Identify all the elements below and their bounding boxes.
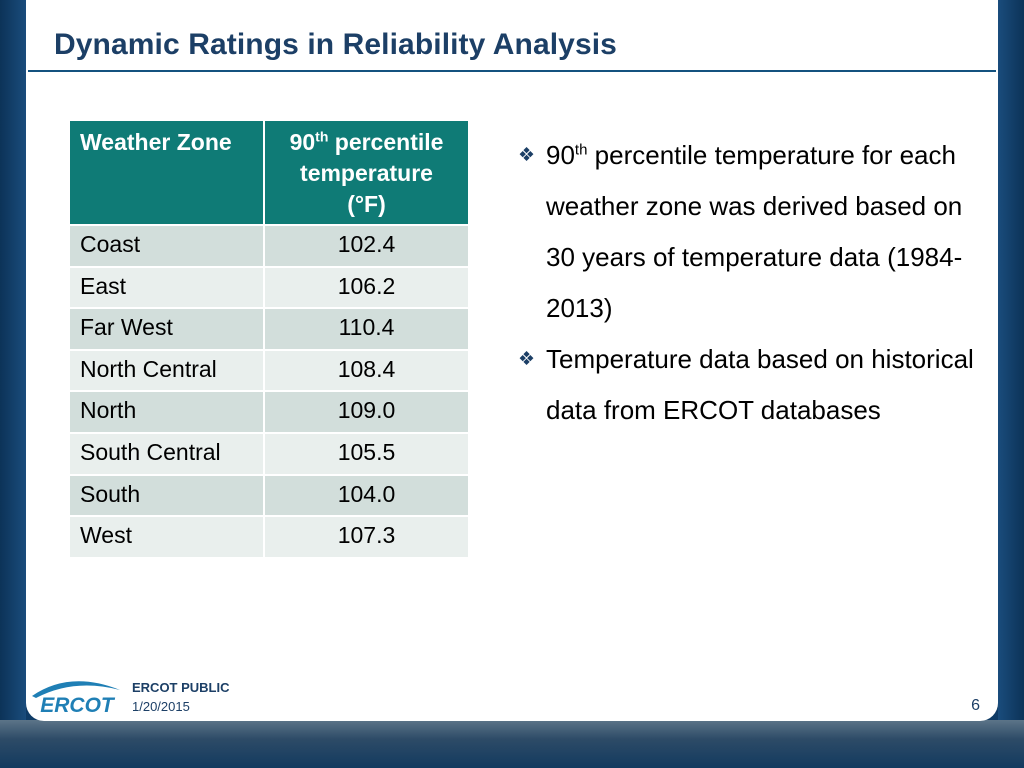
table-row: Far West 110.4: [68, 307, 470, 351]
temp-cell: 104.0: [263, 473, 470, 518]
frame-bottom: [0, 720, 1024, 768]
diamond-bullet-icon: ❖: [518, 349, 536, 370]
zone-cell: West: [68, 515, 265, 559]
bullet-item-source: ❖ Temperature data based on historical da…: [518, 334, 978, 436]
zone-cell: Coast: [68, 224, 265, 268]
bullet-list: ❖ 90th percentile temperature for each we…: [518, 130, 978, 436]
header-weather-zone: Weather Zone: [68, 119, 265, 226]
table-row: West 107.3: [68, 515, 470, 559]
header-temp-line1-rest: percentile: [328, 129, 444, 155]
page-title: Dynamic Ratings in Reliability Analysis: [54, 28, 617, 61]
temp-cell: 108.4: [263, 348, 470, 393]
temp-cell: 107.3: [263, 515, 470, 559]
table-row: North Central 108.4: [68, 348, 470, 393]
header-temp-line2: temperature: [300, 160, 433, 186]
zone-cell: North: [68, 390, 265, 434]
bullet1-text: percentile temperature for each weather …: [546, 140, 963, 323]
table-row: South 104.0: [68, 473, 470, 518]
slide: Dynamic Ratings in Reliability Analysis …: [26, 0, 998, 721]
zone-cell: South Central: [68, 431, 265, 476]
frame-right: [998, 0, 1024, 768]
header-temperature: 90th percentile temperature (°F): [263, 119, 470, 226]
footer-date: 1/20/2015: [132, 699, 190, 714]
temp-cell: 110.4: [263, 307, 470, 351]
bullet-item-percentile: ❖ 90th percentile temperature for each we…: [518, 130, 978, 334]
zone-cell: North Central: [68, 348, 265, 393]
table-header-row: Weather Zone 90th percentile temperature…: [68, 119, 470, 226]
header-temp-line3: (°F): [347, 191, 386, 217]
zone-cell: East: [68, 265, 265, 310]
ercot-logo-icon: ERCOT: [32, 681, 120, 716]
table-row: North 109.0: [68, 390, 470, 434]
bullet2-text: Temperature data based on historical dat…: [546, 344, 974, 425]
temp-cell: 102.4: [263, 224, 470, 268]
footer-classification: ERCOT PUBLIC: [132, 680, 230, 695]
page-number: 6: [971, 697, 980, 714]
bullet1-sup: th: [574, 141, 588, 159]
header-temp-prefix: 90: [289, 129, 316, 155]
zone-cell: South: [68, 473, 265, 518]
frame-left: [0, 0, 26, 768]
temp-cell: 105.5: [263, 431, 470, 476]
table-row: East 106.2: [68, 265, 470, 310]
diamond-bullet-icon: ❖: [518, 145, 536, 166]
table-row: Coast 102.4: [68, 224, 470, 268]
temp-cell: 109.0: [263, 390, 470, 434]
header-temp-sup: th: [315, 128, 329, 145]
title-divider: [28, 70, 996, 72]
weather-zone-table: Weather Zone 90th percentile temperature…: [68, 119, 470, 559]
temp-cell: 106.2: [263, 265, 470, 310]
logo-text: ERCOT: [40, 694, 116, 716]
zone-cell: Far West: [68, 307, 265, 351]
bullet1-prefix: 90: [546, 140, 575, 170]
table-row: South Central 105.5: [68, 431, 470, 476]
